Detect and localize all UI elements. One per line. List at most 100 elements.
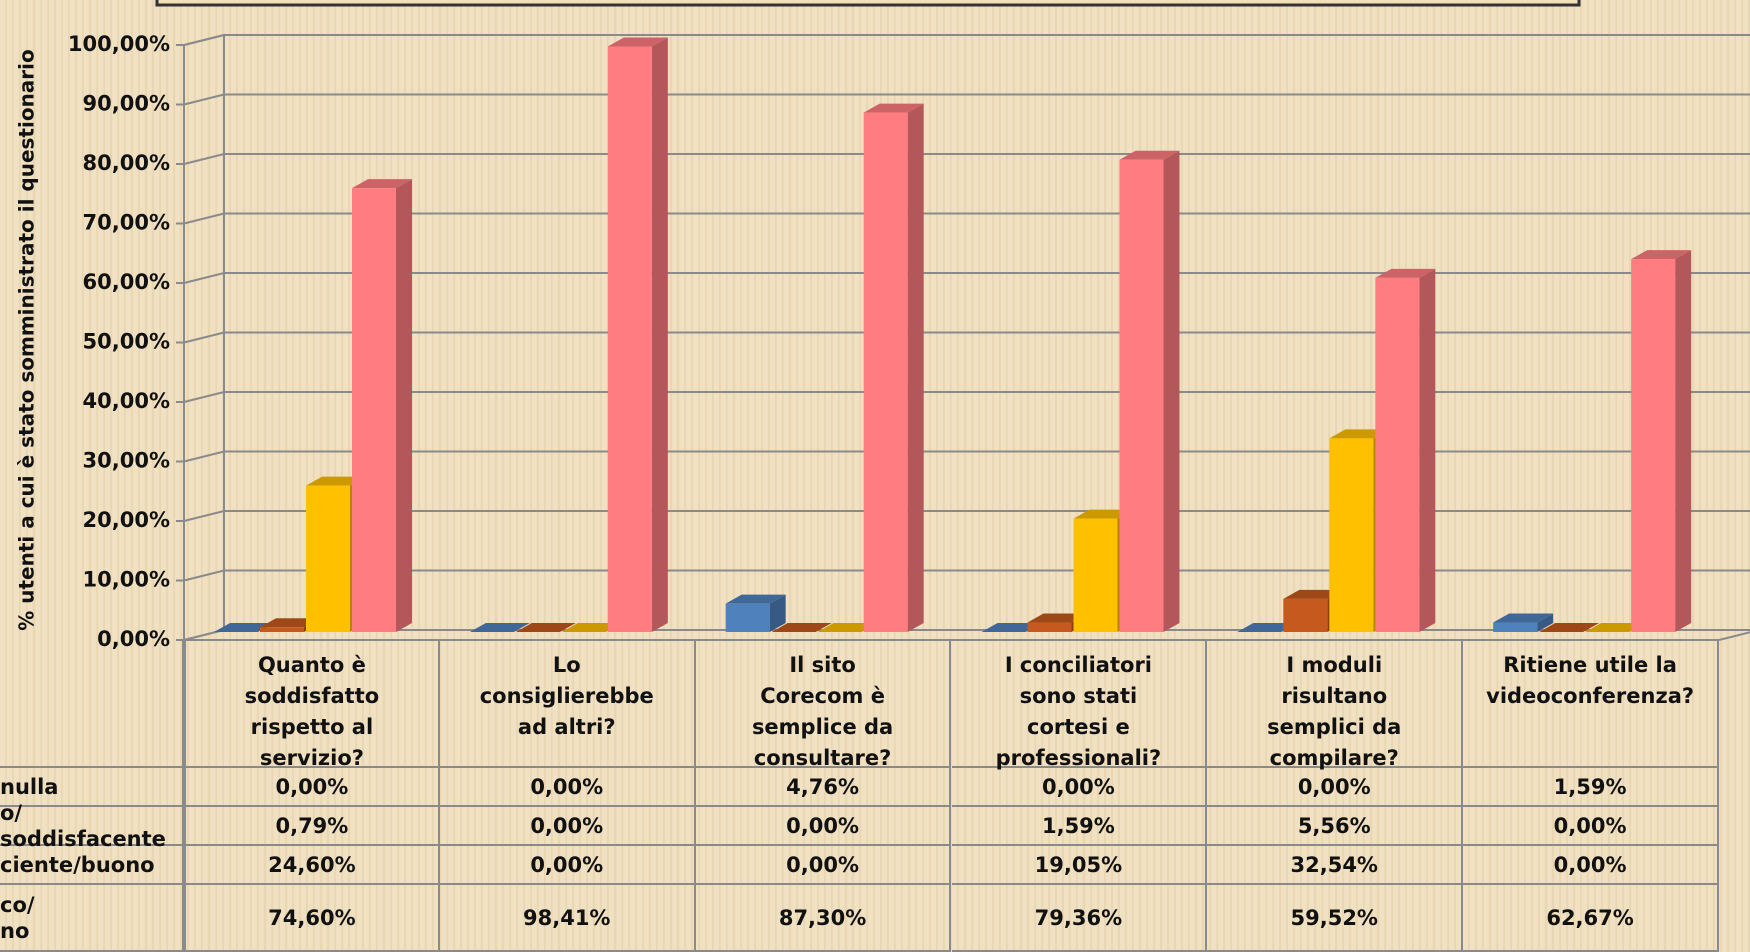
value-label: 1,59% (1463, 768, 1719, 807)
bar-side (1675, 250, 1692, 632)
value-label: 0,00% (439, 846, 696, 885)
title-box (155, 0, 1581, 7)
bar (981, 623, 1042, 632)
bar-top (306, 476, 366, 486)
bar-side (1163, 150, 1180, 633)
bar (771, 623, 832, 632)
bar-front (1073, 518, 1118, 632)
bar (1631, 250, 1692, 632)
grid-line (183, 34, 1750, 46)
bar-top (1119, 150, 1180, 160)
bar-front (306, 485, 350, 632)
bar-top (1073, 509, 1134, 519)
y-tick-label: 0,00% (97, 627, 170, 651)
bar-top (561, 623, 622, 632)
bar-top (1539, 623, 1600, 632)
bar-front (1375, 277, 1420, 632)
value-label: 62,67% (1463, 885, 1719, 952)
value-label: 0,00% (951, 768, 1208, 807)
bar-top (817, 623, 878, 632)
bar-front (725, 603, 770, 632)
bar-top (725, 594, 786, 604)
bar-front (1329, 438, 1374, 632)
bar (214, 623, 274, 632)
bar-top (1283, 589, 1344, 599)
bar-front (1493, 622, 1538, 632)
value-label: 74,60% (184, 885, 440, 952)
value-label: 24,60% (184, 846, 440, 885)
value-label: 87,30% (695, 885, 952, 952)
y-tick-label: 100,00% (68, 32, 170, 56)
grid-line (183, 331, 1750, 344)
y-tick-label: 40,00% (83, 389, 170, 413)
y-tick-label: 60,00% (83, 270, 170, 294)
category-label: I conciliatori sono stati cortesi e prof… (951, 640, 1208, 770)
value-label: 79,36% (951, 885, 1208, 952)
bar-top (771, 623, 832, 632)
y-tick-label: 20,00% (83, 508, 170, 532)
bar-top (1493, 613, 1554, 623)
bar-top (260, 618, 320, 628)
value-label: 59,52% (1207, 885, 1464, 952)
bar-top (1237, 623, 1298, 632)
bar (469, 623, 530, 632)
bar (561, 623, 622, 632)
bar-front (607, 46, 652, 632)
value-label: 0,79% (184, 807, 440, 846)
bar-front (1119, 159, 1164, 633)
category-label: Il sito Corecom è semplice da consultare… (695, 640, 952, 770)
bar-top (515, 623, 576, 632)
bar-top (352, 179, 412, 189)
value-label: 19,05% (951, 846, 1208, 885)
bar (817, 623, 878, 632)
legend-entry: ciente/buono (0, 846, 184, 885)
bar (725, 594, 786, 632)
bar-top (981, 623, 1042, 632)
bar (515, 623, 576, 632)
grid-line (183, 391, 1750, 403)
bar-top (214, 623, 274, 632)
y-tick-label: 70,00% (83, 211, 170, 235)
y-tick-label: 30,00% (83, 449, 170, 473)
bar-side (769, 594, 786, 632)
bar (1585, 623, 1646, 632)
bar-top (1329, 429, 1390, 439)
category-label: Quanto è soddisfatto rispetto al servizi… (184, 640, 440, 770)
value-label: 0,00% (439, 768, 696, 807)
grid-line (183, 93, 1750, 106)
legend-entry: co/ no (0, 885, 184, 952)
category-label: Ritiene utile la videoconferenza? (1463, 640, 1719, 768)
bar-front (1027, 622, 1072, 632)
category-label: I moduli risultano semplici da compilare… (1207, 640, 1464, 770)
bar-front (1631, 259, 1676, 632)
floor-right (1718, 631, 1750, 641)
grid-line (183, 510, 1750, 522)
y-tick-label: 80,00% (83, 151, 170, 175)
bar-front (1283, 598, 1328, 632)
value-label: 4,76% (695, 768, 952, 807)
bar-front (352, 188, 396, 632)
bar (607, 37, 668, 632)
bar-top (1585, 623, 1646, 632)
bar (352, 179, 412, 632)
y-tick-label: 10,00% (83, 568, 170, 592)
grid-line (183, 272, 1750, 284)
legend-entry: o/ soddisfacente (0, 801, 184, 851)
bar-front (260, 627, 304, 632)
value-label: 1,59% (951, 807, 1208, 846)
bar-top (1027, 613, 1088, 623)
bar-front (863, 112, 908, 632)
bar (1119, 150, 1180, 633)
value-label: 32,54% (1207, 846, 1464, 885)
bar-top (1375, 268, 1436, 278)
bar-top (863, 103, 924, 113)
y-tick-label: 50,00% (83, 330, 170, 354)
bar-top (1631, 250, 1692, 260)
y-axis-label: % utenti a cui è stato somministrato il … (15, 49, 39, 631)
value-label: 0,00% (184, 768, 440, 807)
value-label: 0,00% (1463, 846, 1719, 885)
bar-top (607, 37, 668, 47)
bar (1237, 623, 1298, 632)
bar-side (907, 103, 924, 632)
